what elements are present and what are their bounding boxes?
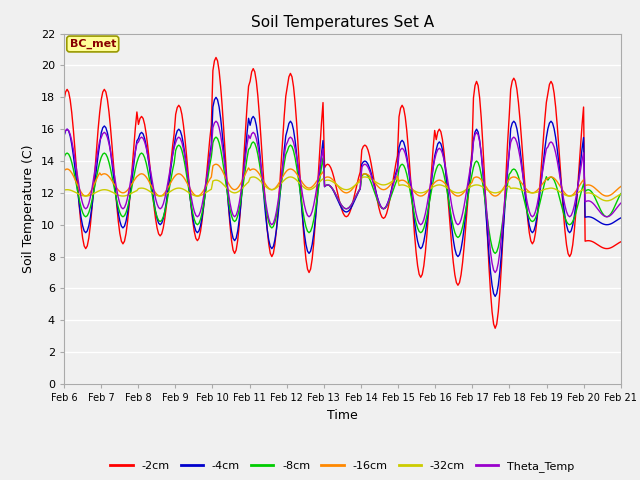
-32cm	[244, 179, 252, 185]
-16cm	[60, 168, 68, 174]
-2cm	[228, 238, 236, 243]
Theta_Temp	[228, 207, 236, 213]
-32cm	[305, 187, 313, 192]
-2cm	[305, 270, 313, 276]
-8cm	[617, 191, 625, 196]
-2cm	[617, 239, 625, 245]
Theta_Temp	[246, 136, 254, 142]
-16cm	[82, 193, 90, 199]
Legend: -2cm, -4cm, -8cm, -16cm, -32cm, Theta_Temp: -2cm, -4cm, -8cm, -16cm, -32cm, Theta_Te…	[106, 457, 579, 477]
-2cm	[212, 55, 220, 60]
-16cm	[589, 184, 596, 190]
-16cm	[130, 178, 138, 184]
Text: BC_met: BC_met	[70, 39, 116, 49]
-2cm	[492, 325, 499, 331]
-8cm	[255, 160, 263, 166]
Theta_Temp	[492, 270, 499, 276]
-8cm	[589, 191, 596, 196]
-32cm	[250, 174, 257, 180]
-8cm	[305, 230, 313, 236]
-8cm	[212, 134, 220, 140]
Line: Theta_Temp: Theta_Temp	[64, 121, 621, 273]
-4cm	[255, 146, 263, 152]
-16cm	[617, 184, 625, 190]
-32cm	[255, 177, 263, 183]
-4cm	[492, 293, 499, 300]
Title: Soil Temperatures Set A: Soil Temperatures Set A	[251, 15, 434, 30]
-32cm	[603, 198, 611, 204]
-4cm	[617, 215, 625, 221]
Line: -4cm: -4cm	[64, 97, 621, 296]
-4cm	[228, 228, 236, 234]
Theta_Temp	[212, 119, 220, 124]
-4cm	[305, 251, 313, 256]
-8cm	[129, 182, 136, 188]
Line: -2cm: -2cm	[64, 58, 621, 328]
Line: -8cm: -8cm	[64, 137, 621, 253]
Y-axis label: Soil Temperature (C): Soil Temperature (C)	[22, 144, 35, 273]
-2cm	[589, 239, 596, 245]
Theta_Temp	[60, 132, 68, 137]
-16cm	[248, 167, 255, 172]
-16cm	[307, 185, 314, 191]
-4cm	[246, 122, 254, 128]
Theta_Temp	[617, 200, 625, 206]
-32cm	[60, 187, 68, 193]
-32cm	[129, 190, 136, 196]
Line: -32cm: -32cm	[64, 177, 621, 201]
-8cm	[60, 155, 68, 160]
-2cm	[60, 97, 68, 103]
X-axis label: Time: Time	[327, 408, 358, 421]
-32cm	[588, 191, 595, 196]
-2cm	[246, 78, 254, 84]
-8cm	[492, 251, 499, 256]
-8cm	[228, 213, 236, 219]
-2cm	[255, 113, 263, 119]
Theta_Temp	[589, 200, 596, 206]
-4cm	[589, 215, 596, 221]
-16cm	[229, 186, 237, 192]
-4cm	[60, 133, 68, 139]
-32cm	[226, 188, 234, 194]
-4cm	[212, 95, 220, 100]
Line: -16cm: -16cm	[64, 164, 621, 196]
-2cm	[129, 164, 136, 169]
-16cm	[257, 174, 265, 180]
-32cm	[617, 191, 625, 197]
Theta_Temp	[129, 168, 136, 173]
-4cm	[129, 174, 136, 180]
-8cm	[246, 145, 254, 151]
Theta_Temp	[305, 214, 313, 220]
-16cm	[212, 161, 220, 167]
Theta_Temp	[255, 153, 263, 158]
